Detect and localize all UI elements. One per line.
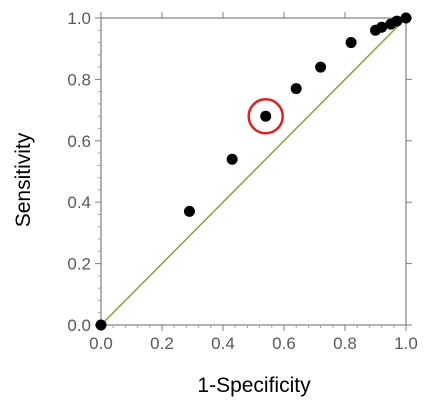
plot-frame bbox=[100, 17, 407, 326]
data-point bbox=[260, 110, 272, 122]
x-axis-title: 1-Specificity bbox=[197, 374, 311, 397]
data-point bbox=[345, 37, 357, 49]
data-point bbox=[376, 21, 388, 33]
y-tick-label: 0.0 bbox=[67, 316, 91, 335]
y-tick-label: 0.2 bbox=[67, 255, 91, 274]
highlight-circle bbox=[247, 97, 284, 135]
x-tick-label: 0.4 bbox=[211, 334, 235, 353]
y-tick-label: 0.4 bbox=[67, 193, 91, 212]
data-point bbox=[315, 61, 327, 73]
y-tick-label: 0.8 bbox=[67, 70, 91, 89]
x-tick-label: 1.0 bbox=[394, 334, 418, 353]
data-point bbox=[226, 153, 238, 165]
data-point bbox=[400, 12, 412, 24]
data-point bbox=[391, 15, 403, 27]
x-tick-label: 0.8 bbox=[333, 334, 357, 353]
data-point bbox=[95, 319, 107, 331]
reference-diagonal-line bbox=[100, 17, 407, 326]
data-point bbox=[183, 205, 195, 217]
x-tick-label: 0.6 bbox=[272, 334, 296, 353]
y-tick-label: 1.0 bbox=[67, 9, 91, 28]
x-tick-label: 0.0 bbox=[89, 334, 113, 353]
x-tick-label: 0.2 bbox=[150, 334, 174, 353]
y-axis-title: Sensitivity bbox=[12, 132, 35, 227]
y-tick-label: 0.6 bbox=[67, 132, 91, 151]
data-point bbox=[290, 83, 302, 95]
